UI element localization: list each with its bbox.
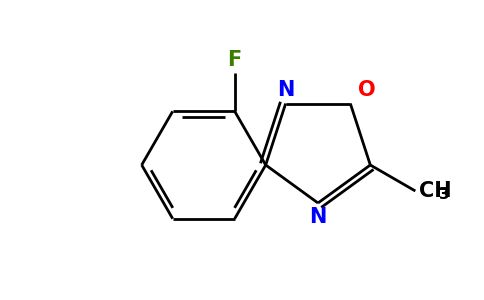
Text: CH: CH <box>419 181 452 201</box>
Text: F: F <box>227 50 242 70</box>
Text: N: N <box>277 80 294 100</box>
Text: N: N <box>309 207 327 227</box>
Text: O: O <box>358 80 376 100</box>
Text: 3: 3 <box>439 188 450 202</box>
